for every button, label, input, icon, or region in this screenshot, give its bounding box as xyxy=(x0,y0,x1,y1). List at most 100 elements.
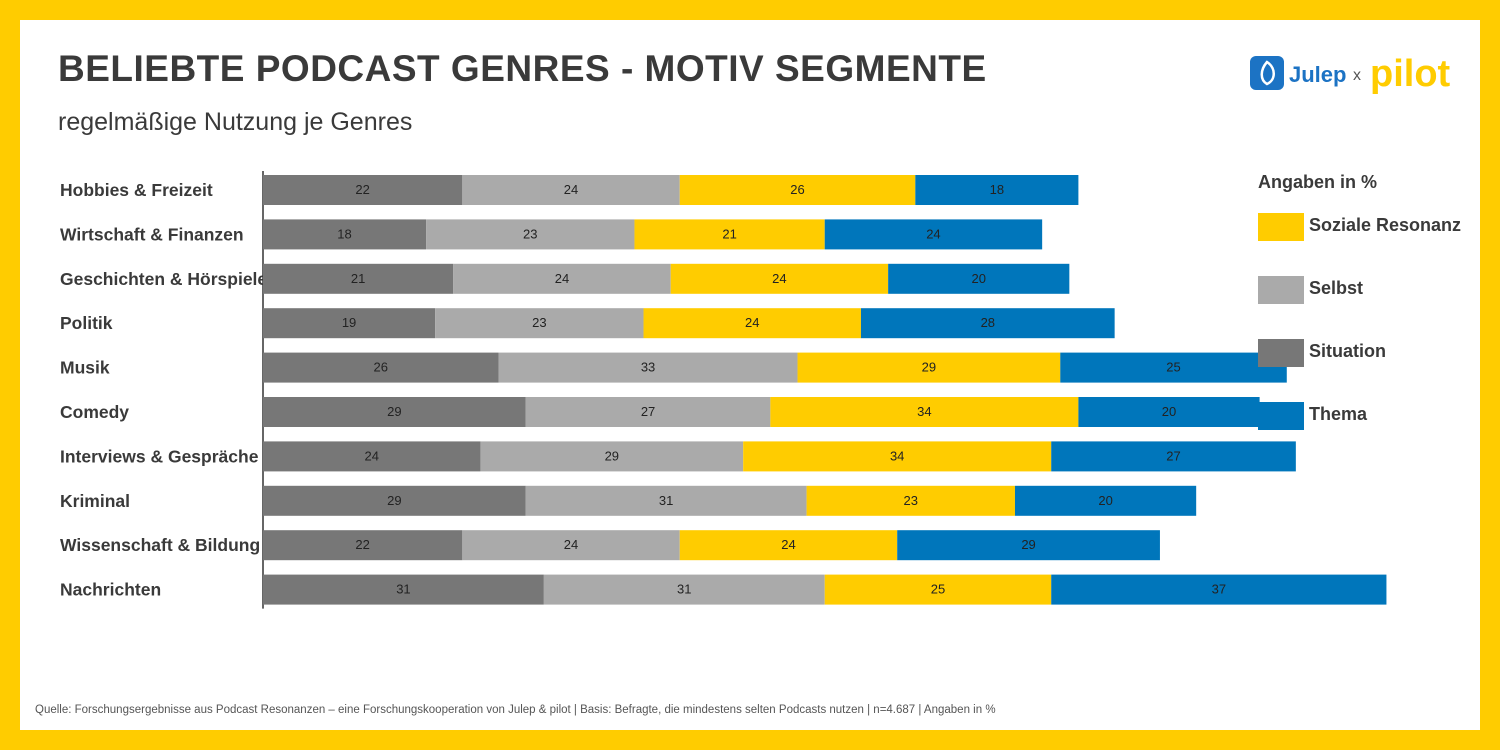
bar-segment xyxy=(525,485,807,516)
bar-segment xyxy=(679,530,898,561)
bar-segment xyxy=(824,574,1052,605)
bar-value-label: 24 xyxy=(564,537,578,552)
bar-segment xyxy=(263,485,526,516)
bar-segment xyxy=(888,263,1070,294)
bar-value-label: 33 xyxy=(641,360,655,375)
julep-logo-icon xyxy=(1250,56,1284,90)
category-label: Wissenschaft & Bildung xyxy=(60,535,260,555)
bar-value-label: 37 xyxy=(1212,582,1226,597)
bar-value-label: 24 xyxy=(745,315,759,330)
legend-item-thema: Thema xyxy=(1258,402,1473,465)
bar-segment xyxy=(263,308,436,339)
bar-value-label: 27 xyxy=(641,404,655,419)
bar-segment xyxy=(1051,441,1296,472)
bar-segment xyxy=(860,308,1115,339)
bar-segment xyxy=(480,441,744,472)
page-title: BELIEBTE PODCAST GENRES - MOTIV SEGMENTE xyxy=(58,48,987,89)
category-label: Interviews & Gespräche xyxy=(60,446,259,466)
bar-segment xyxy=(263,352,499,383)
bar-value-label: 27 xyxy=(1166,448,1180,463)
bar-value-label: 31 xyxy=(677,582,691,597)
bar-segment xyxy=(1078,397,1260,427)
bar-value-label: 34 xyxy=(890,448,904,463)
bar-value-label: 22 xyxy=(355,537,369,552)
bar-value-label: 26 xyxy=(374,360,388,375)
julep-pilot-logo: Julep x pilot xyxy=(1250,53,1451,95)
logo-pilot-text: pilot xyxy=(1370,53,1451,95)
bar-value-label: 18 xyxy=(337,226,351,241)
legend-swatch-soziale-resonanz xyxy=(1258,213,1304,241)
bar-segment xyxy=(498,352,798,383)
bar-value-label: 26 xyxy=(790,182,804,197)
bar-value-label: 24 xyxy=(564,182,578,197)
stacked-bar-chart: Hobbies & Freizeit 22 24 26 18 Wirtschaft & F… xyxy=(60,171,1387,609)
bar-segment xyxy=(263,574,544,605)
bar-value-label: 29 xyxy=(387,493,401,508)
legend-label: Selbst xyxy=(1309,278,1364,298)
logo-julep-text: Julep xyxy=(1289,62,1346,87)
bar-segment xyxy=(634,219,825,250)
bar-value-label: 29 xyxy=(387,404,401,419)
bar-segment xyxy=(525,397,771,427)
legend-swatch-situation xyxy=(1258,339,1304,367)
bar-segment xyxy=(770,397,1079,427)
bar-segment xyxy=(679,175,916,205)
category-label: Geschichten & Hörspiele xyxy=(60,269,267,289)
bar-value-label: 19 xyxy=(342,315,356,330)
bar-segment xyxy=(670,263,889,294)
bar-segment xyxy=(743,441,1052,472)
bar-segment xyxy=(543,574,825,605)
bar-segment xyxy=(824,219,1043,250)
logo-x-text: x xyxy=(1353,67,1361,84)
bar-value-label: 24 xyxy=(772,271,786,286)
category-label: Comedy xyxy=(60,402,129,422)
legend-swatch-selbst xyxy=(1258,276,1304,304)
bar-value-label: 24 xyxy=(926,226,940,241)
bar-value-label: 23 xyxy=(532,315,546,330)
bar-segment xyxy=(426,219,635,250)
legend-item-selbst: Selbst xyxy=(1258,276,1473,339)
bar-value-label: 25 xyxy=(1166,360,1180,375)
source-note: Quelle: Forschungsergebnisse aus Podcast… xyxy=(35,704,996,716)
bar-segment xyxy=(263,530,463,561)
bar-segment xyxy=(263,219,427,250)
bar-value-label: 24 xyxy=(364,448,378,463)
bar-segment xyxy=(263,175,463,205)
chart-card: BELIEBTE PODCAST GENRES - MOTIV SEGMENTE… xyxy=(20,20,1480,730)
category-label: Nachrichten xyxy=(60,580,161,600)
legend-label: Situation xyxy=(1309,341,1386,361)
legend-label: Thema xyxy=(1309,404,1368,424)
category-label: Politik xyxy=(60,313,113,333)
category-label: Wirtschaft & Finanzen xyxy=(60,224,244,244)
bar-value-label: 28 xyxy=(981,315,995,330)
bar-value-label: 34 xyxy=(917,404,931,419)
bar-value-label: 21 xyxy=(351,271,365,286)
bar-value-label: 20 xyxy=(972,271,986,286)
bar-segment xyxy=(1051,574,1387,605)
legend-item-situation: Situation xyxy=(1258,339,1473,402)
bar-value-label: 18 xyxy=(990,182,1004,197)
bar-segment xyxy=(453,263,671,294)
bar-segment xyxy=(915,175,1079,205)
category-label: Kriminal xyxy=(60,491,130,511)
bar-value-label: 31 xyxy=(659,493,673,508)
bar-value-label: 24 xyxy=(781,537,795,552)
bar-value-label: 20 xyxy=(1162,404,1176,419)
bar-segment xyxy=(263,441,481,472)
bar-value-label: 22 xyxy=(355,182,369,197)
bar-value-label: 20 xyxy=(1098,493,1112,508)
bar-segment xyxy=(462,530,680,561)
bar-segment xyxy=(806,485,1015,516)
bar-segment xyxy=(897,530,1160,561)
bar-value-label: 25 xyxy=(931,582,945,597)
bar-value-label: 29 xyxy=(922,360,936,375)
bar-value-label: 29 xyxy=(1021,537,1035,552)
legend-item-soziale-resonanz: Soziale Resonanz xyxy=(1258,213,1473,276)
page-subtitle: regelmäßige Nutzung je Genres xyxy=(58,108,413,136)
bar-segment xyxy=(263,397,526,427)
bar-segment xyxy=(263,263,454,294)
category-label: Hobbies & Freizeit xyxy=(60,180,213,200)
legend-title: Angaben in % xyxy=(1258,172,1378,192)
legend-label: Soziale Resonanz xyxy=(1309,215,1462,235)
bar-value-label: 24 xyxy=(555,271,569,286)
